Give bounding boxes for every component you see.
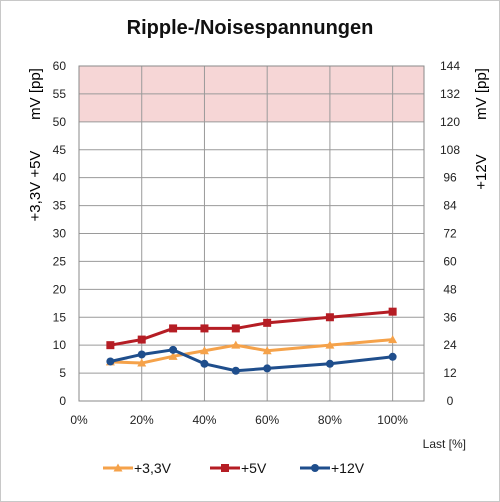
- right-tick-label: 132: [440, 87, 460, 101]
- plot-area: [78, 65, 425, 402]
- right-tick-label: 72: [443, 227, 457, 241]
- data-point: [200, 324, 209, 333]
- left-tick-label: 5: [59, 366, 66, 380]
- left-tick-label: 40: [53, 171, 67, 185]
- data-point: [200, 359, 209, 368]
- data-point: [137, 358, 147, 367]
- legend-label: +5V: [241, 460, 267, 476]
- left-tick-label: 55: [53, 87, 67, 101]
- left-tick-label: 35: [53, 199, 67, 213]
- series-line: [110, 310, 393, 347]
- left-tick-label: 45: [53, 143, 67, 157]
- series-line: [110, 348, 393, 373]
- legend-label: +12V: [331, 460, 365, 476]
- data-point: [263, 318, 272, 327]
- data-point: [325, 340, 335, 349]
- data-point: [263, 364, 272, 373]
- x-axis-label: Last [%]: [423, 437, 466, 451]
- x-tick-label: 40%: [192, 413, 216, 427]
- data-point: [231, 366, 240, 375]
- legend: +3,3V +5V +12V: [103, 460, 365, 476]
- right-tick-label: 24: [443, 338, 457, 352]
- data-point: [311, 464, 319, 472]
- legend-entry: +3,3V: [103, 460, 172, 476]
- series-12v: [106, 345, 397, 375]
- data-point: [325, 313, 334, 322]
- legend-label: +3,3V: [134, 460, 172, 476]
- series-5v: [106, 307, 397, 350]
- right-tick-label: 96: [443, 171, 457, 185]
- series-line: [110, 338, 393, 365]
- right-axis-label-voltage: +12V: [473, 154, 490, 189]
- data-point: [169, 324, 178, 333]
- data-point: [199, 346, 209, 355]
- x-tick-label: 20%: [130, 413, 154, 427]
- data-point: [169, 345, 178, 354]
- right-tick-label: 144: [440, 59, 460, 73]
- x-tick-label: 100%: [377, 413, 408, 427]
- chart-title: Ripple-/Noisespannungen: [127, 17, 374, 39]
- left-tick-label: 20: [53, 282, 67, 296]
- left-axis-label-unit: mV [pp]: [27, 68, 44, 120]
- x-tick-label: 80%: [318, 413, 342, 427]
- left-axis-label-voltage: +3,3V +5V: [27, 151, 44, 222]
- left-tick-label: 60: [53, 59, 67, 73]
- data-point: [106, 357, 115, 366]
- data-point: [113, 463, 123, 472]
- right-tick-label: 60: [443, 254, 457, 268]
- right-tick-label: 108: [440, 143, 460, 157]
- data-point: [325, 359, 334, 368]
- legend-entry: +5V: [210, 460, 267, 476]
- x-axis-ticks: 0% 20% 40% 60% 80% 100%: [70, 413, 408, 427]
- right-tick-label: 0: [447, 394, 454, 408]
- right-axis-ticks: 0 12 24 36 48 60 72 84 96 108 120 132 144: [440, 59, 460, 408]
- data-point: [106, 341, 115, 350]
- left-tick-label: 0: [59, 394, 66, 408]
- x-tick-label: 0%: [70, 413, 88, 427]
- left-tick-label: 25: [53, 254, 67, 268]
- left-tick-label: 50: [53, 115, 67, 129]
- data-point: [231, 340, 241, 349]
- left-tick-label: 15: [53, 310, 67, 324]
- data-point: [168, 351, 178, 360]
- right-tick-label: 120: [440, 115, 460, 129]
- left-tick-label: 10: [53, 338, 67, 352]
- x-tick-label: 60%: [255, 413, 279, 427]
- data-point: [262, 346, 272, 355]
- data-point: [137, 335, 146, 344]
- legend-entry: +12V: [300, 460, 365, 476]
- right-tick-label: 36: [443, 310, 457, 324]
- gridlines: [78, 65, 424, 402]
- series-group: [105, 307, 398, 375]
- data-point: [231, 324, 240, 333]
- right-tick-label: 48: [443, 282, 457, 296]
- data-point: [388, 352, 397, 361]
- data-point: [388, 335, 398, 344]
- right-tick-label: 12: [443, 366, 457, 380]
- right-tick-label: 84: [443, 199, 457, 213]
- right-axis-label-unit: mV [pp]: [473, 68, 490, 120]
- left-tick-label: 30: [53, 227, 67, 241]
- left-axis-ticks: 0 5 10 15 20 25 30 35 40 45 50 55 60: [53, 59, 67, 408]
- data-point: [388, 307, 397, 316]
- data-point: [221, 464, 229, 472]
- data-point: [137, 350, 146, 359]
